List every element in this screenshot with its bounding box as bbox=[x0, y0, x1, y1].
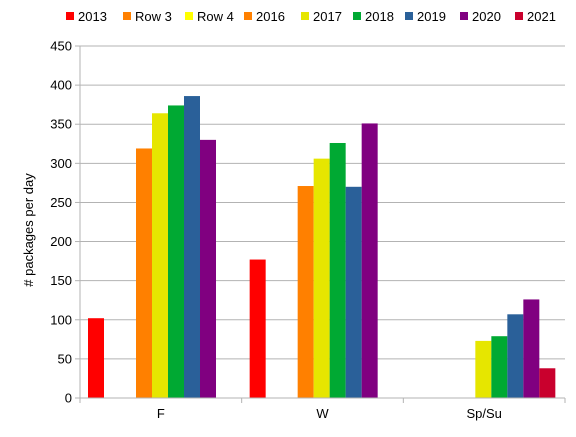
bar bbox=[491, 336, 508, 398]
legend-item: 2019 bbox=[405, 9, 446, 24]
legend-item: 2018 bbox=[353, 9, 394, 24]
bar bbox=[523, 299, 540, 398]
legend-swatch bbox=[244, 12, 252, 20]
legend-label: Row 3 bbox=[135, 9, 172, 24]
y-tick-label: 150 bbox=[50, 273, 72, 288]
bar bbox=[200, 139, 216, 398]
y-tick-label: 100 bbox=[50, 312, 72, 327]
bar bbox=[168, 105, 184, 399]
y-tick-label: 0 bbox=[65, 391, 72, 406]
bar bbox=[88, 318, 104, 398]
bar bbox=[297, 186, 314, 398]
legend-item: Row 3 bbox=[123, 9, 172, 24]
bar bbox=[475, 340, 492, 398]
legend-swatch bbox=[405, 12, 413, 20]
bar bbox=[313, 158, 330, 398]
legend-swatch bbox=[185, 12, 193, 20]
y-tick-label: 400 bbox=[50, 78, 72, 93]
x-tick-label: W bbox=[316, 406, 329, 421]
legend-item: 2020 bbox=[460, 9, 501, 24]
legend-item: 2021 bbox=[515, 9, 556, 24]
legend: 2013 Row 3 Row 4 2016 2017 2018 2019 2020 2021 bbox=[66, 9, 556, 24]
bar bbox=[539, 368, 556, 398]
x-tick-label: Sp/Su bbox=[466, 406, 501, 421]
legend-label: 2019 bbox=[417, 9, 446, 24]
y-tick-label: 350 bbox=[50, 117, 72, 132]
legend-item: 2017 bbox=[301, 9, 342, 24]
y-tick-label: 250 bbox=[50, 195, 72, 210]
y-axis-label: # packages per day bbox=[21, 173, 36, 287]
legend-item: 2013 bbox=[66, 9, 107, 24]
legend-label: 2018 bbox=[365, 9, 394, 24]
legend-item: Row 4 bbox=[185, 9, 234, 24]
legend-swatch bbox=[353, 12, 361, 20]
bar bbox=[249, 259, 266, 398]
bar bbox=[152, 113, 168, 398]
legend-item: 2016 bbox=[244, 9, 285, 24]
bar bbox=[329, 142, 346, 398]
legend-label: 2020 bbox=[472, 9, 501, 24]
legend-label: 2013 bbox=[78, 9, 107, 24]
bar bbox=[184, 96, 200, 398]
bar bbox=[136, 148, 152, 398]
legend-swatch bbox=[460, 12, 468, 20]
x-tick-label: F bbox=[157, 406, 165, 421]
y-tick-label: 450 bbox=[50, 39, 72, 54]
y-tick-label: 300 bbox=[50, 156, 72, 171]
bar bbox=[361, 123, 378, 398]
y-tick-label: 50 bbox=[58, 351, 72, 366]
legend-swatch bbox=[123, 12, 131, 20]
bar bbox=[507, 314, 524, 398]
legend-swatch bbox=[515, 12, 523, 20]
legend-swatch bbox=[66, 12, 74, 20]
legend-label: 2017 bbox=[313, 9, 342, 24]
legend-swatch bbox=[301, 12, 309, 20]
legend-label: 2016 bbox=[256, 9, 285, 24]
legend-label: 2021 bbox=[527, 9, 556, 24]
y-tick-label: 200 bbox=[50, 234, 72, 249]
axes: 0 50 100 150 200 250 300 350 400 450 F W Sp/Su bbox=[50, 39, 566, 421]
bars bbox=[88, 96, 556, 399]
legend-label: Row 4 bbox=[197, 9, 234, 24]
bar bbox=[345, 186, 362, 398]
